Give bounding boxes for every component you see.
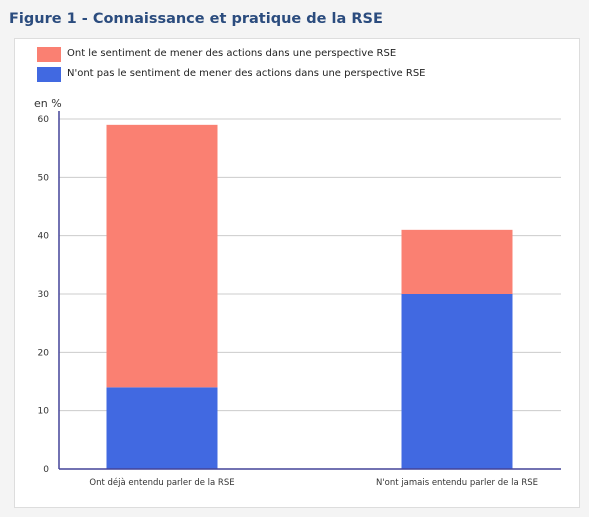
y-tick-label: 30 [38, 290, 50, 300]
legend-swatch-blue [37, 67, 61, 82]
legend-label: Ont le sentiment de mener des actions da… [67, 48, 397, 59]
x-tick-labels: Ont déjà entendu parler de la RSE N'ont j… [89, 477, 538, 488]
y-tick-label: 60 [38, 115, 50, 125]
y-tick-label: 0 [43, 465, 49, 475]
y-tick-labels: 0 10 20 30 40 50 60 [38, 115, 50, 475]
y-tick-label: 50 [38, 173, 50, 183]
y-axis-label: en % [34, 97, 62, 110]
y-tick-label: 20 [38, 348, 50, 358]
bars [106, 124, 513, 469]
axes [58, 111, 561, 470]
stacked-bar-chart: 0 10 20 30 40 50 60 Ont déjà entendu parler de… [34, 97, 561, 488]
bar-segment [106, 387, 218, 469]
chart-panel: Ont le sentiment de mener des actions da… [14, 38, 580, 508]
x-tick-label: N'ont jamais entendu parler de la RSE [376, 478, 538, 488]
y-tick-label: 40 [38, 232, 50, 242]
x-tick-label: Ont déjà entendu parler de la RSE [89, 477, 234, 488]
figure-title: Figure 1 - Connaissance et pratique de l… [9, 11, 383, 27]
legend-swatch-salmon [37, 47, 61, 62]
legend-label: N'ont pas le sentiment de mener des acti… [67, 68, 426, 79]
bar-segment [401, 229, 513, 294]
bar-segment [106, 124, 218, 388]
y-tick-label: 10 [38, 407, 50, 417]
bar-segment [401, 294, 513, 469]
